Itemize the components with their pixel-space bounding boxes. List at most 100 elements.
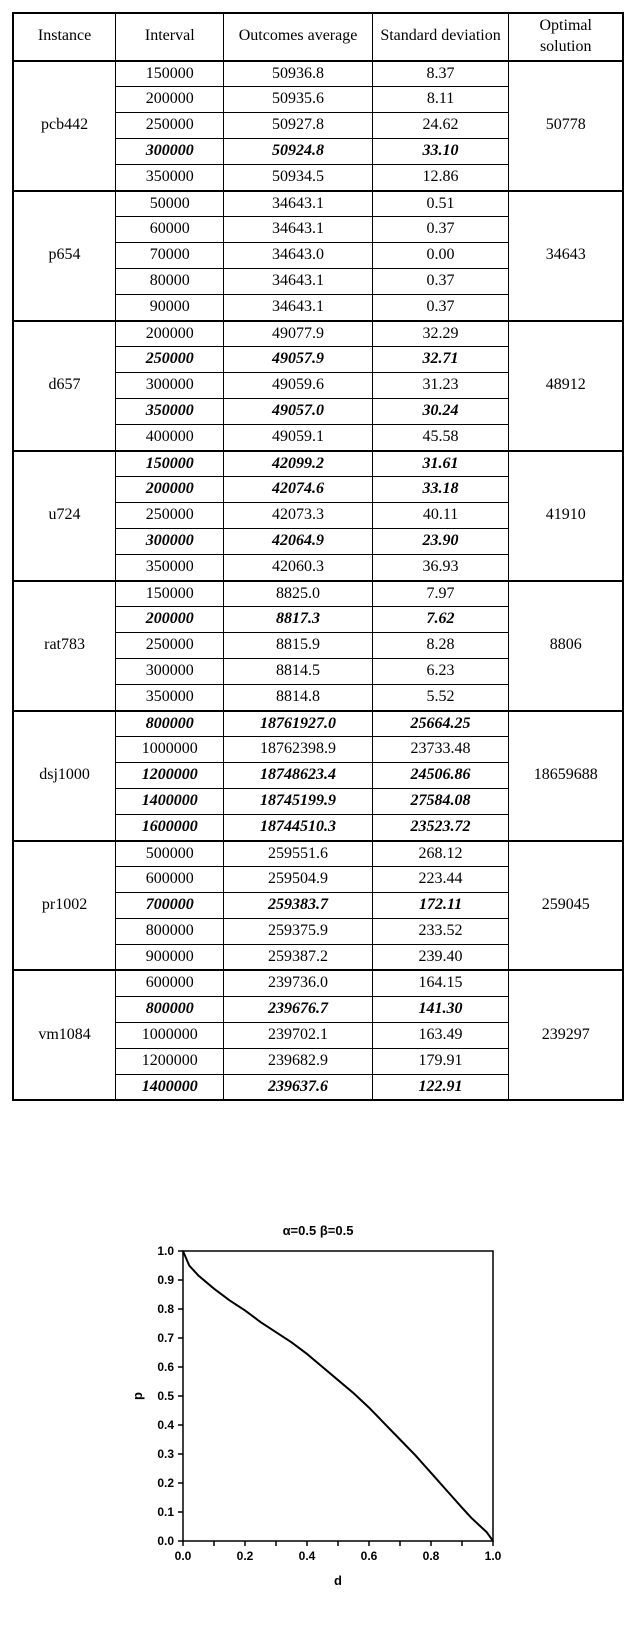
optimal-cell: 8806 — [509, 581, 623, 711]
interval-cell: 200000 — [116, 87, 224, 113]
x-axis-label: d — [334, 1573, 342, 1588]
avg-cell: 8814.5 — [224, 658, 372, 684]
interval-cell: 350000 — [116, 554, 224, 580]
sd-cell: 141.30 — [372, 997, 509, 1023]
interval-cell: 350000 — [116, 398, 224, 424]
interval-cell: 300000 — [116, 138, 224, 164]
sd-cell: 122.91 — [372, 1074, 509, 1100]
optimal-cell: 259045 — [509, 841, 623, 971]
instance-cell: u724 — [13, 451, 116, 581]
avg-cell: 49057.0 — [224, 398, 372, 424]
sd-cell: 179.91 — [372, 1048, 509, 1074]
avg-cell: 42099.2 — [224, 451, 372, 477]
interval-cell: 250000 — [116, 113, 224, 139]
sd-cell: 268.12 — [372, 841, 509, 867]
instance-cell: p654 — [13, 191, 116, 321]
avg-cell: 18761927.0 — [224, 711, 372, 737]
sd-cell: 0.37 — [372, 268, 509, 294]
sd-cell: 0.51 — [372, 191, 509, 217]
x-tick-label: 0.6 — [361, 1549, 378, 1563]
interval-cell: 300000 — [116, 528, 224, 554]
y-axis-label: p — [130, 1392, 145, 1400]
avg-cell: 50927.8 — [224, 113, 372, 139]
x-tick-label: 0.8 — [423, 1549, 440, 1563]
avg-cell: 42060.3 — [224, 554, 372, 580]
col-optimal: Optimal solution — [509, 13, 623, 61]
y-tick-label: 0.2 — [157, 1476, 174, 1490]
optimal-cell: 50778 — [509, 61, 623, 191]
avg-cell: 50924.8 — [224, 138, 372, 164]
sd-cell: 24.62 — [372, 113, 509, 139]
interval-cell: 900000 — [116, 944, 224, 970]
table-row: rat7831500008825.07.978806 — [13, 581, 623, 607]
sd-cell: 30.24 — [372, 398, 509, 424]
sd-cell: 32.71 — [372, 347, 509, 373]
col-stddev: Standard deviation — [372, 13, 509, 61]
sd-cell: 223.44 — [372, 867, 509, 893]
avg-cell: 259375.9 — [224, 918, 372, 944]
interval-cell: 800000 — [116, 711, 224, 737]
avg-cell: 18745199.9 — [224, 788, 372, 814]
interval-cell: 1400000 — [116, 788, 224, 814]
interval-cell: 250000 — [116, 347, 224, 373]
interval-cell: 50000 — [116, 191, 224, 217]
beta-chart: α=0.5 β=0.50.00.20.40.60.81.00.00.10.20.… — [128, 1221, 508, 1591]
interval-cell: 1400000 — [116, 1074, 224, 1100]
interval-cell: 700000 — [116, 893, 224, 919]
y-tick-label: 0.5 — [157, 1389, 174, 1403]
table-row: pr1002500000259551.6268.12259045 — [13, 841, 623, 867]
interval-cell: 200000 — [116, 477, 224, 503]
interval-cell: 250000 — [116, 503, 224, 529]
interval-cell: 300000 — [116, 658, 224, 684]
table-row: pcb44215000050936.88.3750778 — [13, 61, 623, 87]
interval-cell: 150000 — [116, 581, 224, 607]
avg-cell: 259383.7 — [224, 893, 372, 919]
y-tick-label: 0.8 — [157, 1302, 174, 1316]
sd-cell: 32.29 — [372, 321, 509, 347]
sd-cell: 36.93 — [372, 554, 509, 580]
y-tick-label: 0.3 — [157, 1447, 174, 1461]
col-outcomes: Outcomes average — [224, 13, 372, 61]
sd-cell: 8.11 — [372, 87, 509, 113]
sd-cell: 7.62 — [372, 607, 509, 633]
sd-cell: 7.97 — [372, 581, 509, 607]
avg-cell: 239637.6 — [224, 1074, 372, 1100]
y-tick-label: 0.1 — [157, 1505, 174, 1519]
chart-title: α=0.5 β=0.5 — [283, 1223, 354, 1238]
sd-cell: 33.10 — [372, 138, 509, 164]
sd-cell: 12.86 — [372, 164, 509, 190]
sd-cell: 172.11 — [372, 893, 509, 919]
avg-cell: 49057.9 — [224, 347, 372, 373]
instance-cell: dsj1000 — [13, 711, 116, 841]
interval-cell: 1200000 — [116, 763, 224, 789]
sd-cell: 233.52 — [372, 918, 509, 944]
avg-cell: 239736.0 — [224, 970, 372, 996]
instance-cell: pr1002 — [13, 841, 116, 971]
instance-cell: d657 — [13, 321, 116, 451]
avg-cell: 239676.7 — [224, 997, 372, 1023]
avg-cell: 42074.6 — [224, 477, 372, 503]
interval-cell: 400000 — [116, 424, 224, 450]
interval-cell: 500000 — [116, 841, 224, 867]
optimal-cell: 41910 — [509, 451, 623, 581]
avg-cell: 42064.9 — [224, 528, 372, 554]
sd-cell: 163.49 — [372, 1023, 509, 1049]
sd-cell: 23523.72 — [372, 814, 509, 840]
interval-cell: 90000 — [116, 294, 224, 320]
avg-cell: 18748623.4 — [224, 763, 372, 789]
avg-cell: 8817.3 — [224, 607, 372, 633]
sd-cell: 6.23 — [372, 658, 509, 684]
sd-cell: 164.15 — [372, 970, 509, 996]
interval-cell: 300000 — [116, 373, 224, 399]
table-header-row: Instance Interval Outcomes average Stand… — [13, 13, 623, 61]
table-row: u72415000042099.231.6141910 — [13, 451, 623, 477]
sd-cell: 0.37 — [372, 294, 509, 320]
avg-cell: 34643.1 — [224, 217, 372, 243]
avg-cell: 42073.3 — [224, 503, 372, 529]
col-instance: Instance — [13, 13, 116, 61]
interval-cell: 70000 — [116, 243, 224, 269]
avg-cell: 34643.1 — [224, 191, 372, 217]
avg-cell: 49059.6 — [224, 373, 372, 399]
y-tick-label: 0.6 — [157, 1360, 174, 1374]
interval-cell: 1200000 — [116, 1048, 224, 1074]
